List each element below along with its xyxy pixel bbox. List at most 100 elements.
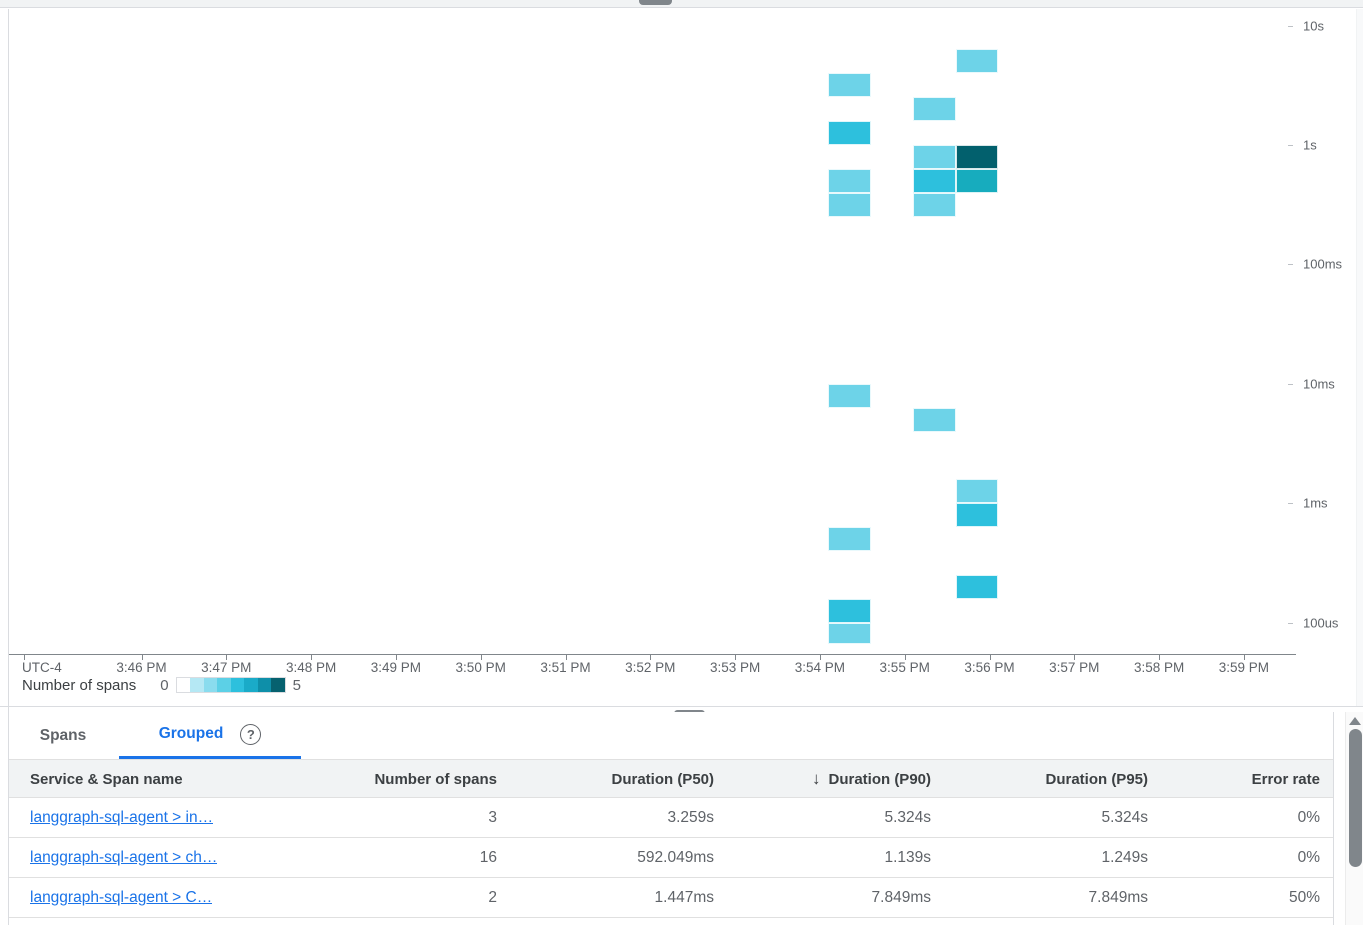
heatmap-cell[interactable] <box>828 73 871 98</box>
x-axis-label: 3:59 PM <box>1218 660 1270 675</box>
sort-descending-icon: ↓ <box>811 769 821 788</box>
legend-swatch <box>217 678 231 692</box>
column-header-duration-p95-[interactable]: Duration (P95) <box>998 760 1148 798</box>
x-axis-tick <box>480 654 482 660</box>
x-axis-tick <box>141 654 143 660</box>
cell-p95: 5.324s <box>1101 809 1148 826</box>
span-name-link[interactable]: langgraph-sql-agent > C… <box>30 889 213 906</box>
column-header-number-of-spans[interactable]: Number of spans <box>347 760 497 798</box>
span-name-link[interactable]: langgraph-sql-agent > in… <box>30 809 214 826</box>
x-axis-label: 3:50 PM <box>455 660 506 675</box>
heatmap-cell[interactable] <box>913 145 956 169</box>
legend-swatch <box>257 678 272 692</box>
tab-spans[interactable]: Spans <box>14 712 112 759</box>
content-left-border <box>8 9 9 925</box>
cell-p90: 7.849ms <box>871 889 931 906</box>
heatmap-cell[interactable] <box>913 192 956 217</box>
y-axis-label: 100ms <box>1303 256 1343 272</box>
heatmap-cell[interactable] <box>828 192 871 217</box>
x-axis-tick <box>989 654 991 660</box>
heatmap-cell[interactable] <box>955 168 998 193</box>
x-axis-tick <box>226 654 228 660</box>
x-axis-tick <box>565 654 567 660</box>
heatmap-cell[interactable] <box>828 598 871 623</box>
column-header-duration-p90-[interactable]: ↓ Duration (P90) <box>781 760 931 798</box>
table-body: langgraph-sql-agent > in… 3 3.259s 5.324s 5.… <box>9 798 1333 925</box>
heatmap-cell[interactable] <box>955 49 998 74</box>
y-axis-label: 10ms <box>1303 376 1335 392</box>
x-axis-label: 3:46 PM <box>116 660 167 675</box>
cell-name: langgraph-sql-agent > C… <box>30 878 310 918</box>
heatmap-cell[interactable] <box>828 121 871 145</box>
span-name-link[interactable]: langgraph-sql-agent > ch… <box>30 849 218 866</box>
y-axis-tick <box>1288 264 1293 266</box>
heatmap-cell[interactable] <box>955 145 998 169</box>
chart-table-divider <box>0 706 1363 707</box>
x-axis-tick <box>735 654 737 660</box>
x-axis-label: 3:56 PM <box>964 660 1015 675</box>
y-axis-tick <box>1288 503 1293 505</box>
heatmap-cell[interactable] <box>955 574 998 599</box>
legend-swatch <box>230 678 245 692</box>
x-axis-label: 3:58 PM <box>1133 660 1185 675</box>
heatmap-cell[interactable] <box>955 503 998 528</box>
scrollbar-thumb[interactable] <box>1348 729 1362 867</box>
heatmap-cell[interactable] <box>955 479 998 504</box>
legend-color-scale <box>175 677 286 693</box>
legend-swatch <box>190 678 204 692</box>
top-drag-handle[interactable] <box>639 0 672 5</box>
x-axis-label: 3:52 PM <box>625 660 676 675</box>
heatmap-cell[interactable] <box>828 622 871 644</box>
heatmap-cell[interactable] <box>828 168 871 193</box>
cell-spans: 2 <box>488 889 497 906</box>
x-axis-tick <box>650 654 652 660</box>
y-axis-label: 100us <box>1303 615 1339 631</box>
x-axis-tick <box>311 654 313 660</box>
cell-error_rate: 0% <box>1297 849 1320 866</box>
legend-min-value: 0 <box>160 676 169 694</box>
column-header-label: Duration (P90) <box>828 770 931 788</box>
cell-error_rate: 0% <box>1297 809 1320 826</box>
table-row-partial <box>9 918 1333 925</box>
page-scrollbar-track[interactable] <box>1356 9 1363 706</box>
column-header-label: Error rate <box>1251 770 1320 788</box>
y-axis-tick <box>1288 145 1293 146</box>
y-axis-label: 1s <box>1303 137 1317 153</box>
cell-p90: 1.139s <box>884 849 931 866</box>
column-header-service-span-name[interactable]: Service & Span name <box>30 760 310 798</box>
column-header-duration-p50-[interactable]: Duration (P50) <box>564 760 714 798</box>
legend-swatch <box>203 678 218 692</box>
legend-max-value: 5 <box>292 676 301 694</box>
x-axis-tick <box>395 654 397 660</box>
x-axis-label: 3:53 PM <box>709 660 761 675</box>
top-resize-bar <box>0 0 1363 8</box>
heatmap-cell[interactable] <box>913 407 956 432</box>
table-row: langgraph-sql-agent > in… 3 3.259s 5.324s 5.… <box>9 798 1333 838</box>
x-axis-label: 3:49 PM <box>370 660 422 675</box>
panel-scrollbar[interactable] <box>1345 712 1363 925</box>
table-header-row: Service & Span name Number of spans Durati… <box>9 760 1333 798</box>
span-duration-heatmap: 3:46 PM 3:47 PM 3:48 PM 3:49 PM 3:50 PM 3:51 … <box>0 9 1363 706</box>
tab-grouped[interactable]: Grouped ? <box>119 712 301 759</box>
heatmap-cell[interactable] <box>913 97 956 122</box>
x-axis-tick <box>904 654 906 660</box>
heatmap-cell[interactable] <box>913 168 956 193</box>
help-icon[interactable]: ? <box>240 723 262 745</box>
spans-panel: Spans Grouped ? Service & Span name Numbe… <box>9 712 1334 925</box>
timezone-label: UTC-4 <box>22 660 62 675</box>
x-axis-tick <box>24 654 25 660</box>
x-axis-tick <box>819 654 821 660</box>
cell-spans: 16 <box>479 849 497 866</box>
y-axis-label: 10s <box>1303 18 1324 34</box>
cell-p95: 1.249s <box>1101 849 1148 866</box>
heatmap-legend: Number of spans 0 5 <box>22 676 301 694</box>
cell-p95: 7.849ms <box>1088 889 1148 906</box>
tab-grouped-label: Grouped <box>158 725 224 742</box>
heatmap-cell[interactable] <box>828 383 871 408</box>
heatmap-cell[interactable] <box>828 527 871 551</box>
scrollbar-up-arrow-icon[interactable] <box>1349 717 1361 725</box>
column-header-error-rate[interactable]: Error rate <box>1170 760 1320 798</box>
cell-error_rate: 50% <box>1288 889 1320 906</box>
column-header-label: Number of spans <box>374 770 497 788</box>
